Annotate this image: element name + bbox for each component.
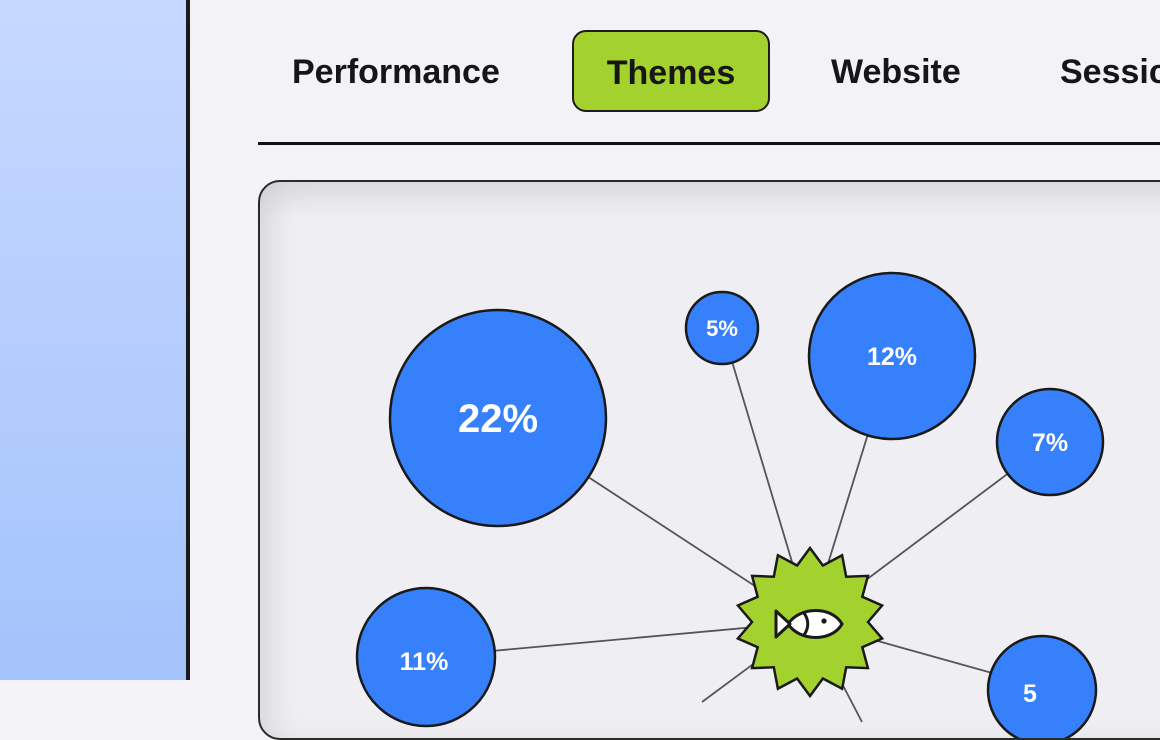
- theme-bubble[interactable]: [986, 634, 1098, 740]
- tab-sessions[interactable]: Sessic: [1060, 53, 1160, 91]
- theme-bubble[interactable]: [807, 271, 977, 441]
- bubble-label: 22%: [458, 397, 538, 441]
- theme-bubble[interactable]: [388, 308, 608, 528]
- panel-divider: [186, 0, 190, 680]
- fish-icon: [774, 609, 844, 639]
- bubble-label: 11%: [400, 648, 449, 676]
- tab-performance[interactable]: Performance: [292, 53, 500, 91]
- theme-bubble-graph: 22% 5% 12% 7% 11% 5: [355, 271, 1105, 740]
- themes-graph-card: 22% 5% 12% 7% 11% 5: [258, 180, 1160, 740]
- bubble-label: 12%: [867, 343, 917, 371]
- tab-website[interactable]: Website: [831, 53, 961, 91]
- theme-bubble[interactable]: [995, 387, 1105, 497]
- theme-bubble[interactable]: [684, 290, 760, 366]
- tab-bar: Performance Themes Website Sessic: [258, 28, 1160, 118]
- bubble-label: 5: [1023, 680, 1037, 708]
- tab-underline: [258, 142, 1160, 145]
- tab-themes[interactable]: Themes: [572, 30, 770, 112]
- bubble-label: 7%: [1032, 429, 1068, 457]
- bubble-label: 5%: [706, 316, 738, 341]
- left-side-panel: [0, 0, 186, 680]
- center-badge[interactable]: [735, 545, 885, 699]
